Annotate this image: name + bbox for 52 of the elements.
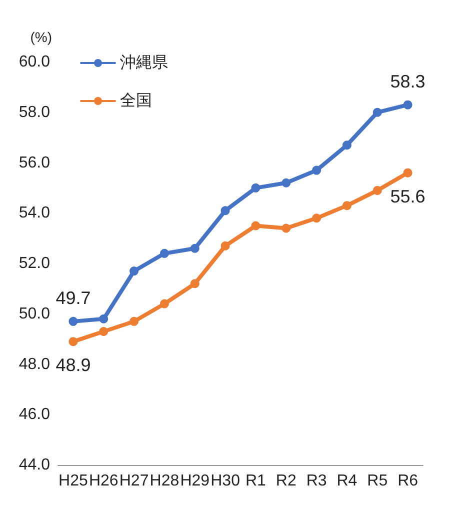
data-label: 58.3: [390, 71, 426, 92]
y-axis-title: (%): [30, 29, 52, 45]
y-tick-label: 44.0: [18, 456, 50, 474]
x-tick-label: R3: [306, 472, 327, 490]
x-tick-label: R1: [245, 472, 266, 490]
y-tick-label: 48.0: [18, 356, 50, 373]
y-tick-label: 58.0: [18, 104, 50, 121]
point: [342, 201, 352, 210]
x-tick-label: H30: [210, 472, 240, 490]
x-tick-label: H28: [150, 472, 180, 490]
point: [68, 316, 78, 326]
legend-label: 全国: [120, 92, 152, 110]
point: [220, 206, 230, 216]
point: [312, 166, 322, 175]
x-tick-label: H25: [58, 472, 88, 490]
data-label: 49.7: [56, 288, 91, 308]
point: [220, 241, 230, 250]
point: [160, 248, 169, 258]
x-tick-label: R6: [398, 472, 418, 490]
x-tick-label: R4: [336, 472, 358, 490]
point: [282, 178, 291, 188]
point: [99, 314, 108, 324]
y-tick-label: 54.0: [18, 204, 50, 222]
point: [160, 299, 169, 308]
point: [190, 279, 200, 288]
point: [372, 108, 382, 117]
y-tick-label: 46.0: [18, 406, 50, 424]
point: [251, 183, 260, 192]
data-label: 48.9: [56, 355, 91, 376]
x-tick-label: R2: [276, 472, 296, 490]
x-tick-label: H29: [180, 472, 210, 490]
point: [130, 316, 139, 326]
x-tick-label: H26: [88, 472, 118, 490]
y-tick-label: 52.0: [18, 255, 50, 272]
point: [190, 244, 200, 253]
point: [251, 221, 260, 230]
point: [342, 140, 352, 150]
y-tick-label: 50.0: [18, 305, 50, 322]
y-tick-label: 56.0: [18, 154, 50, 172]
point: [372, 186, 382, 195]
data-label: 55.6: [390, 186, 426, 206]
y-tick-label: 60.0: [18, 54, 50, 70]
legend-label: 沖縄県: [120, 54, 168, 72]
x-tick-label: H27: [119, 472, 149, 490]
point: [282, 224, 291, 233]
point: [403, 168, 412, 178]
point: [312, 214, 322, 223]
x-tick-label: R5: [367, 472, 388, 490]
point: [403, 100, 412, 110]
point: [68, 337, 78, 346]
point: [130, 266, 139, 276]
point: [99, 327, 108, 336]
